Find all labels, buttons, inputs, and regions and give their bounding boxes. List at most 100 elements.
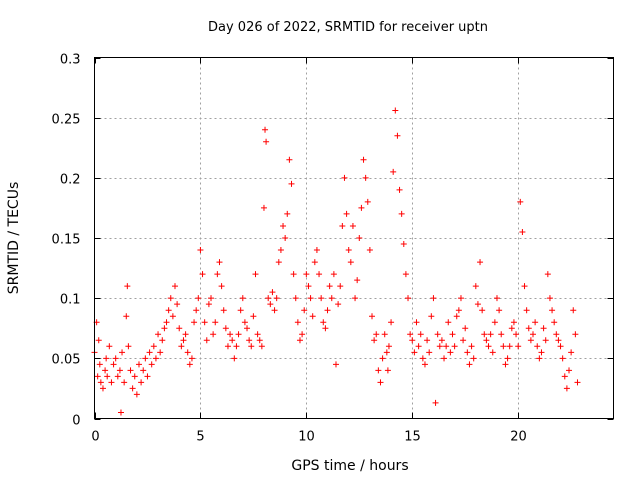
data-point [453, 313, 460, 320]
data-point [500, 343, 507, 350]
data-point [124, 283, 131, 290]
data-point [182, 331, 189, 338]
y-tick-label: 0.15 [52, 233, 81, 248]
data-point [457, 295, 464, 302]
data-point [337, 283, 344, 290]
data-point [384, 367, 391, 374]
data-point [415, 343, 422, 350]
data-point [282, 235, 289, 241]
data-point [174, 301, 181, 308]
data-point [572, 331, 579, 338]
data-point [525, 325, 532, 332]
y-tick-label: 0.2 [60, 173, 81, 188]
data-point [362, 174, 369, 181]
data-point [203, 337, 210, 344]
data-point [491, 319, 498, 326]
data-point [212, 319, 219, 326]
data-point [345, 247, 352, 254]
data-point [519, 228, 526, 235]
data-point [127, 367, 134, 374]
x-axis-label: GPS time / hours [291, 458, 408, 474]
data-point [502, 361, 509, 368]
data-point [148, 361, 155, 368]
x-tick-label: 0 [91, 430, 99, 445]
y-tick-label: 0.3 [60, 53, 81, 68]
data-point [102, 367, 109, 374]
data-point [286, 156, 293, 163]
data-point [299, 331, 306, 338]
data-point [394, 132, 401, 139]
data-point [385, 343, 392, 350]
x-tick-label: 10 [298, 430, 315, 445]
data-point [208, 295, 215, 302]
data-point [216, 259, 223, 266]
data-point [311, 259, 318, 266]
data-point [451, 343, 458, 350]
data-point [262, 126, 269, 133]
data-point [161, 325, 168, 332]
data-point [373, 331, 380, 338]
data-point [159, 337, 166, 344]
data-point [561, 373, 568, 380]
data-point [432, 399, 439, 406]
data-point [487, 331, 494, 338]
data-point [375, 367, 382, 374]
data-point [188, 355, 195, 362]
data-point [157, 349, 164, 356]
data-point [328, 295, 335, 302]
data-point [460, 337, 467, 344]
data-point [104, 373, 111, 380]
data-point [534, 343, 541, 350]
data-point [530, 331, 537, 338]
data-point [438, 337, 445, 344]
data-point [150, 343, 157, 350]
data-point [411, 349, 418, 356]
data-point [390, 168, 397, 175]
data-point [294, 319, 301, 326]
data-point [290, 271, 297, 278]
data-point [347, 259, 354, 266]
x-tick-label: 15 [404, 430, 421, 445]
data-point [260, 204, 267, 211]
data-point [296, 337, 303, 344]
data-point [303, 271, 310, 278]
data-point [413, 319, 420, 326]
data-point [241, 319, 248, 326]
data-point [553, 331, 560, 338]
data-point [178, 343, 185, 350]
data-point [97, 379, 104, 386]
data-point [449, 331, 456, 338]
data-point [557, 343, 564, 350]
data-point [398, 210, 405, 217]
data-point [479, 307, 486, 314]
data-point [117, 409, 124, 416]
data-point [339, 222, 346, 229]
data-point [292, 295, 299, 302]
data-point [322, 325, 329, 332]
data-point [462, 325, 469, 332]
data-point [138, 379, 145, 386]
data-point [506, 343, 513, 350]
data-point [324, 307, 331, 314]
data-point [383, 349, 390, 356]
data-point [205, 301, 212, 308]
data-point [379, 355, 386, 362]
data-point [356, 235, 363, 241]
data-point [559, 355, 566, 362]
data-point [508, 325, 515, 332]
data-point [235, 331, 242, 338]
data-point [201, 319, 208, 326]
data-point [546, 295, 553, 302]
data-point [114, 373, 121, 380]
data-point [176, 325, 183, 332]
data-point [244, 325, 251, 332]
data-point [466, 361, 473, 368]
axis-ticks [94, 57, 614, 420]
data-point [271, 307, 278, 314]
data-point [419, 355, 426, 362]
data-point [343, 210, 350, 217]
data-point [252, 271, 259, 278]
data-point [135, 361, 142, 368]
data-point [364, 198, 371, 205]
